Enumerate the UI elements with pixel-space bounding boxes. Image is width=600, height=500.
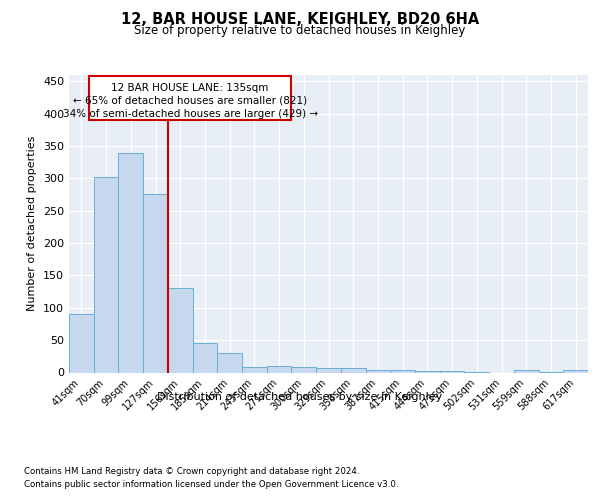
Bar [390, 370, 415, 372]
Y-axis label: Number of detached properties: Number of detached properties [28, 136, 37, 312]
Bar [168, 288, 193, 372]
Bar [193, 343, 217, 372]
Bar [143, 194, 168, 372]
Text: 12, BAR HOUSE LANE, KEIGHLEY, BD20 6HA: 12, BAR HOUSE LANE, KEIGHLEY, BD20 6HA [121, 12, 479, 28]
Text: Size of property relative to detached houses in Keighley: Size of property relative to detached ho… [134, 24, 466, 37]
Bar [69, 314, 94, 372]
Bar [316, 368, 341, 372]
Text: ← 65% of detached houses are smaller (821): ← 65% of detached houses are smaller (82… [73, 96, 307, 106]
Bar [118, 152, 143, 372]
Bar [415, 370, 440, 372]
FancyBboxPatch shape [89, 76, 292, 120]
Text: Contains HM Land Registry data © Crown copyright and database right 2024.: Contains HM Land Registry data © Crown c… [24, 468, 359, 476]
Bar [217, 353, 242, 372]
Bar [292, 368, 316, 372]
Bar [267, 366, 292, 372]
Text: Distribution of detached houses by size in Keighley: Distribution of detached houses by size … [157, 392, 443, 402]
Bar [514, 370, 539, 372]
Bar [563, 370, 588, 372]
Text: Contains public sector information licensed under the Open Government Licence v3: Contains public sector information licen… [24, 480, 398, 489]
Bar [242, 366, 267, 372]
Bar [365, 370, 390, 372]
Bar [440, 370, 464, 372]
Bar [341, 368, 365, 372]
Text: 34% of semi-detached houses are larger (429) →: 34% of semi-detached houses are larger (… [62, 108, 317, 118]
Bar [94, 177, 118, 372]
Text: 12 BAR HOUSE LANE: 135sqm: 12 BAR HOUSE LANE: 135sqm [112, 83, 269, 93]
